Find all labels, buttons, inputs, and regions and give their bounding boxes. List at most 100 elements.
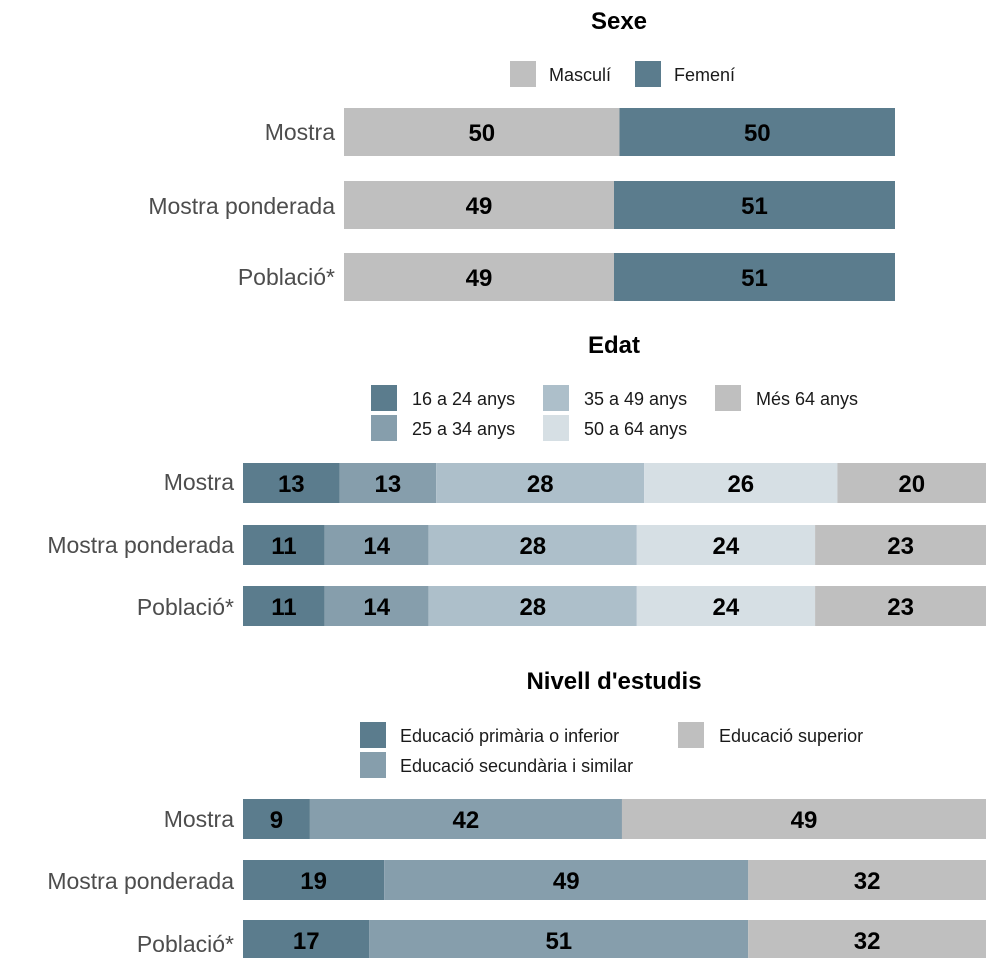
- bar-segment: [344, 181, 614, 229]
- category-label: Mostra ponderada: [47, 532, 234, 558]
- legend-label: 35 a 49 anys: [584, 389, 687, 409]
- legend-swatch: [371, 415, 397, 441]
- legend-swatch: [543, 415, 569, 441]
- category-label: Mostra ponderada: [148, 193, 335, 219]
- data-label: 49: [466, 265, 493, 292]
- chart-title: Nivell d'estudis: [526, 668, 701, 695]
- category-label: Població*: [137, 931, 234, 957]
- data-label: 14: [363, 594, 390, 621]
- data-label: 11: [271, 533, 296, 560]
- legend-label: 25 a 34 anys: [412, 419, 515, 439]
- bar-segment: [748, 860, 986, 900]
- bar-segment: [324, 586, 429, 626]
- legend-label: Masculí: [549, 65, 611, 85]
- bar-segment: [748, 920, 986, 958]
- legend-label: Més 64 anys: [756, 389, 858, 409]
- data-label: 11: [271, 594, 296, 621]
- bar-segment: [344, 253, 614, 301]
- data-label: 23: [887, 533, 914, 560]
- data-label: 14: [363, 533, 390, 560]
- legend-label: Educació secundària i similar: [400, 756, 633, 776]
- bar-segment: [644, 463, 838, 503]
- legend-swatch: [678, 722, 704, 748]
- data-label: 50: [744, 120, 771, 147]
- legend-swatch: [371, 385, 397, 411]
- legend-label: Educació primària o inferior: [400, 726, 619, 746]
- data-label: 13: [278, 471, 305, 498]
- bar-segment: [243, 799, 310, 839]
- bar-segment: [243, 920, 370, 958]
- legend-swatch: [715, 385, 741, 411]
- bar-segment: [369, 920, 749, 958]
- bar-segment: [428, 525, 637, 565]
- data-label: 20: [898, 471, 925, 498]
- bar-segment: [243, 525, 325, 565]
- category-label: Població*: [137, 594, 234, 620]
- data-label: 26: [727, 471, 754, 498]
- bar-segment: [614, 181, 895, 229]
- panel-edat: Edat 16 a 24 anys 25 a 34 anys 35 a 49 a…: [47, 332, 986, 626]
- category-label: Població*: [238, 264, 335, 290]
- bar-group: 13 13 28 26 20 11 14 28 24 23 11 14 28 24 23: [243, 463, 986, 626]
- legend-label: 50 a 64 anys: [584, 419, 687, 439]
- category-label: Mostra: [265, 119, 336, 145]
- bar-segment: [309, 799, 622, 839]
- category-label: Mostra: [164, 806, 235, 832]
- bar-segment: [837, 463, 986, 503]
- bar-segment: [436, 463, 645, 503]
- data-label: 49: [791, 807, 818, 834]
- bar-segment: [243, 586, 325, 626]
- bar-segment: [614, 253, 895, 301]
- bar-segment: [621, 799, 986, 839]
- chart-title: Edat: [588, 332, 640, 359]
- data-label: 49: [466, 193, 493, 220]
- legend-swatch: [543, 385, 569, 411]
- bar-group: 9 42 49 19 49 32 17 51 32: [243, 799, 986, 958]
- data-label: 32: [854, 928, 881, 955]
- bar-segment: [815, 525, 986, 565]
- bar-segment: [243, 860, 385, 900]
- data-label: 24: [713, 533, 740, 560]
- legend-swatch: [360, 722, 386, 748]
- data-label: 28: [527, 471, 554, 498]
- data-label: 28: [519, 533, 546, 560]
- panel-nivell-estudis: Nivell d'estudis Educació primària o inf…: [47, 668, 986, 958]
- legend: 16 a 24 anys 25 a 34 anys 35 a 49 anys 5…: [371, 385, 858, 441]
- legend-swatch: [510, 61, 536, 87]
- bar-segment: [384, 860, 749, 900]
- bar-group: 50 50 49 51 49 51: [344, 108, 895, 301]
- bar-segment: [324, 525, 429, 565]
- data-label: 49: [553, 868, 580, 895]
- category-label: Mostra ponderada: [47, 868, 234, 894]
- legend: Masculí Femení: [510, 61, 735, 87]
- legend-swatch: [635, 61, 661, 87]
- data-label: 13: [375, 471, 402, 498]
- category-label: Mostra: [164, 469, 235, 495]
- data-label: 50: [468, 120, 495, 147]
- bar-segment: [815, 586, 986, 626]
- legend-label: Femení: [674, 65, 735, 85]
- bar-segment: [619, 108, 895, 156]
- legend-swatch: [360, 752, 386, 778]
- data-label: 32: [854, 868, 881, 895]
- bar-segment: [636, 586, 816, 626]
- panel-sexe: Sexe Masculí Femení Mostra Mostra ponder…: [148, 8, 895, 301]
- bar-segment: [428, 586, 637, 626]
- data-label: 19: [300, 868, 327, 895]
- data-label: 9: [270, 807, 283, 834]
- bar-segment: [339, 463, 437, 503]
- legend-label: 16 a 24 anys: [412, 389, 515, 409]
- bar-segment: [243, 463, 340, 503]
- data-label: 51: [741, 193, 768, 220]
- data-label: 23: [887, 594, 914, 621]
- data-label: 17: [293, 928, 320, 955]
- legend: Educació primària o inferior Educació se…: [360, 722, 863, 778]
- chart-title: Sexe: [591, 8, 647, 35]
- data-label: 28: [519, 594, 546, 621]
- data-label: 42: [453, 807, 480, 834]
- data-label: 51: [741, 265, 768, 292]
- data-label: 24: [713, 594, 740, 621]
- legend-label: Educació superior: [719, 726, 863, 746]
- bar-segment: [344, 108, 620, 156]
